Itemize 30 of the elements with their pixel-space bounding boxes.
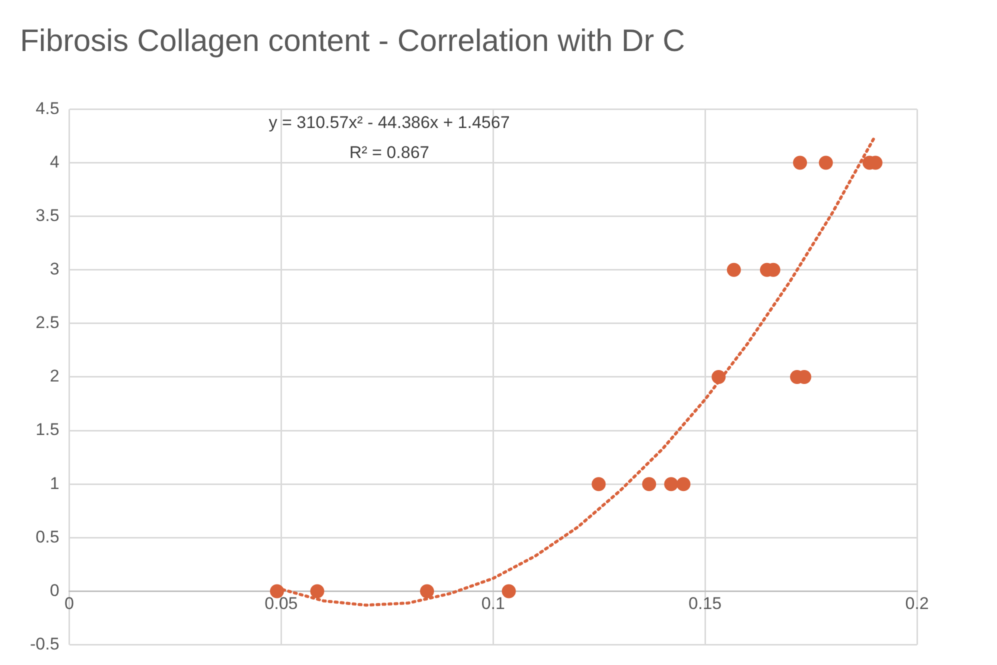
y-tick-label: 2.5 bbox=[36, 313, 60, 332]
x-tick-label: 0.05 bbox=[264, 594, 298, 614]
y-tick-label: 2 bbox=[50, 366, 60, 386]
y-tick-label: -0.5 bbox=[30, 634, 60, 654]
y-tick-label: 4.5 bbox=[36, 98, 60, 118]
y-tick-label: 3 bbox=[50, 260, 60, 279]
point bbox=[310, 584, 324, 598]
y-tick-label: 1 bbox=[50, 474, 60, 493]
x-tick-label: 0.15 bbox=[688, 594, 722, 614]
x-tick-label: 0.1 bbox=[481, 594, 505, 614]
point bbox=[502, 584, 516, 598]
point bbox=[664, 477, 678, 492]
y-tick-label: 0 bbox=[50, 580, 60, 600]
x-tick-label: 0.2 bbox=[905, 594, 929, 614]
point bbox=[642, 477, 656, 492]
point bbox=[818, 156, 833, 170]
point bbox=[712, 370, 726, 384]
annotation: y = 310.57x² - 44.386x + 1.4567 bbox=[268, 112, 510, 132]
chart-title: Fibrosis Collagen content - Correlation with Dr C bbox=[20, 23, 686, 58]
x-tick-label: 0 bbox=[64, 594, 74, 614]
y-tick-label: 4 bbox=[50, 152, 60, 172]
y-tick-label: 3.5 bbox=[36, 206, 60, 226]
y-tick-label: 0.5 bbox=[36, 527, 60, 546]
point bbox=[793, 156, 808, 170]
point bbox=[420, 584, 434, 598]
point bbox=[726, 262, 741, 277]
point bbox=[592, 477, 606, 492]
y-tick-label: 1.5 bbox=[36, 420, 60, 440]
annotation: R² = 0.867 bbox=[349, 142, 430, 162]
point bbox=[676, 477, 690, 492]
